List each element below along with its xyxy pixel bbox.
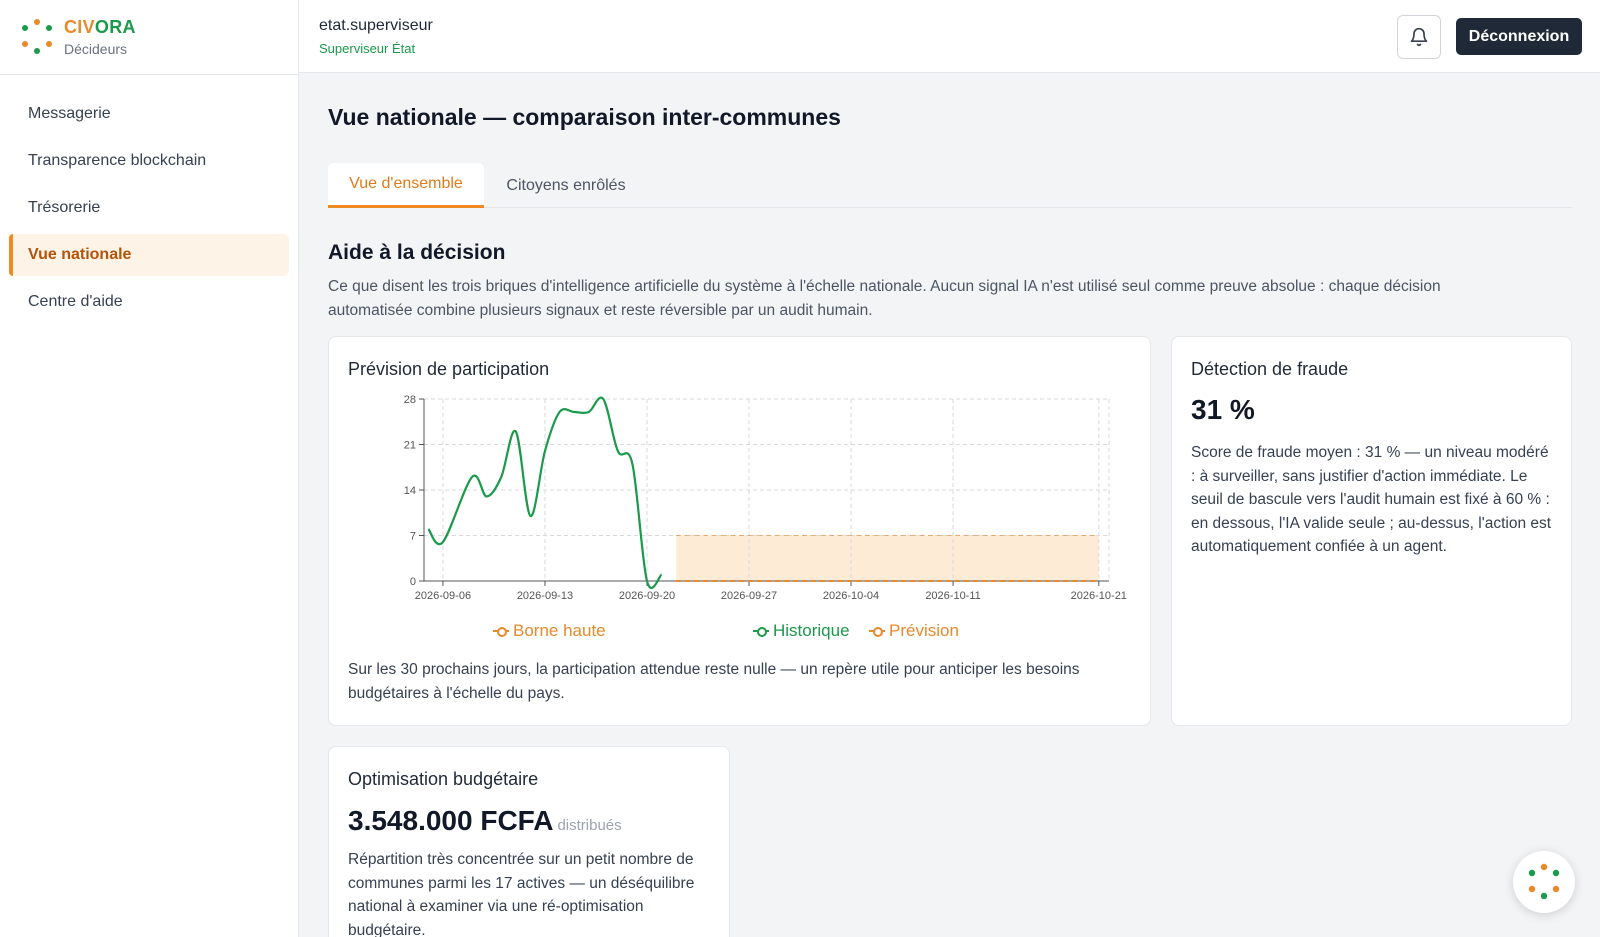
sidebar-item-messagerie[interactable]: Messagerie bbox=[9, 93, 289, 135]
sidebar: CIVORA Décideurs Messagerie Transparence… bbox=[0, 0, 299, 937]
y-tick-label: 7 bbox=[410, 531, 416, 543]
sidebar-item-label: Transparence blockchain bbox=[28, 152, 207, 169]
sidebar-item-centre-aide[interactable]: Centre d'aide bbox=[9, 281, 289, 323]
x-tick-label: 2026-09-06 bbox=[415, 590, 471, 602]
fraud-description: Score de fraude moyen : 31 % — un niveau… bbox=[1191, 444, 1552, 555]
upper-bound-band bbox=[676, 535, 1099, 581]
section-title: Aide à la décision bbox=[328, 241, 506, 264]
legend-marker-icon bbox=[869, 626, 885, 637]
sidebar-nav: Messagerie Transparence blockchain Tréso… bbox=[0, 75, 298, 323]
sidebar-item-label: Messagerie bbox=[28, 105, 111, 122]
legend-historique[interactable]: Historique bbox=[753, 621, 850, 641]
x-tick-label: 2026-10-21 bbox=[1071, 590, 1127, 602]
civora-logo-icon bbox=[22, 19, 52, 54]
participation-chart: 0 7 14 21 28 2026-09-06 2026-09-13 2026-09-20 20… bbox=[404, 394, 1127, 602]
sidebar-item-label: Trésorerie bbox=[28, 199, 101, 216]
sidebar-item-label: Centre d'aide bbox=[28, 293, 123, 310]
budget-description: Répartition très concentrée sur un petit… bbox=[348, 851, 695, 937]
budget-value: 3.548.000 FCFA distribués bbox=[348, 805, 622, 837]
budget-unit-note: distribués bbox=[557, 817, 622, 834]
x-tick-label: 2026-09-13 bbox=[517, 590, 573, 602]
brand-name: CIVORA bbox=[64, 17, 136, 37]
notifications-button[interactable] bbox=[1397, 15, 1441, 59]
fraud-score-value: 31 % bbox=[1191, 394, 1255, 425]
section-description: Ce que disent les trois briques d'intell… bbox=[328, 278, 1441, 319]
tab-vue-ensemble[interactable]: Vue d'ensemble bbox=[328, 163, 484, 208]
x-tick-label: 2026-09-20 bbox=[619, 590, 675, 602]
sidebar-item-transparence-blockchain[interactable]: Transparence blockchain bbox=[9, 140, 289, 182]
card-title: Détection de fraude bbox=[1191, 359, 1349, 379]
x-tick-label: 2026-10-11 bbox=[925, 590, 980, 602]
sidebar-item-vue-nationale[interactable]: Vue nationale bbox=[9, 234, 289, 276]
budget-optimization-card: Optimisation budgétaire 3.548.000 FCFA di… bbox=[328, 746, 730, 937]
y-tick-label: 21 bbox=[404, 440, 416, 452]
tab-citoyens-enroles[interactable]: Citoyens enrôlés bbox=[506, 176, 626, 194]
sidebar-item-tresorerie[interactable]: Trésorerie bbox=[9, 187, 289, 229]
x-tick-label: 2026-10-04 bbox=[823, 590, 879, 602]
series-historique-line bbox=[427, 396, 663, 590]
legend-label: Prévision bbox=[889, 621, 959, 640]
legend-borne-haute[interactable]: Borne haute bbox=[493, 621, 606, 641]
topbar: etat.superviseur Superviseur État Déconn… bbox=[299, 0, 1600, 73]
participation-summary: Sur les 30 prochains jours, la participa… bbox=[348, 661, 1080, 702]
legend-label: Borne haute bbox=[513, 621, 606, 640]
card-title: Optimisation budgétaire bbox=[348, 769, 539, 789]
y-tick-label: 14 bbox=[404, 485, 416, 497]
x-tick-label: 2026-09-27 bbox=[721, 590, 777, 602]
civora-logo-icon bbox=[1528, 863, 1560, 900]
user-role: Superviseur État bbox=[319, 41, 416, 56]
brand[interactable]: CIVORA Décideurs bbox=[0, 0, 298, 75]
budget-amount: 3.548.000 FCFA bbox=[348, 805, 554, 836]
brand-subtitle: Décideurs bbox=[64, 41, 128, 57]
user-name: etat.superviseur bbox=[319, 17, 433, 34]
y-tick-label: 0 bbox=[410, 576, 416, 588]
legend-prevision[interactable]: Prévision bbox=[869, 621, 959, 641]
y-tick-label: 28 bbox=[404, 394, 416, 406]
bell-icon bbox=[1410, 27, 1428, 47]
legend-label: Historique bbox=[773, 621, 850, 640]
tabs: Vue d'ensemble Citoyens enrôlés bbox=[328, 163, 1572, 208]
legend-marker-icon bbox=[753, 626, 769, 637]
fraud-detection-card: Détection de fraude 31 % Score de fraude… bbox=[1171, 336, 1572, 726]
participation-forecast-card: Prévision de participation 0 7 14 21 28 2026-… bbox=[328, 336, 1151, 726]
legend-marker-icon bbox=[493, 626, 509, 637]
logout-button[interactable]: Déconnexion bbox=[1456, 18, 1582, 55]
card-title: Prévision de participation bbox=[348, 359, 550, 379]
page-title: Vue nationale — comparaison inter-commun… bbox=[328, 104, 841, 130]
sidebar-item-label: Vue nationale bbox=[28, 246, 132, 263]
assistant-fab-button[interactable] bbox=[1513, 851, 1575, 913]
